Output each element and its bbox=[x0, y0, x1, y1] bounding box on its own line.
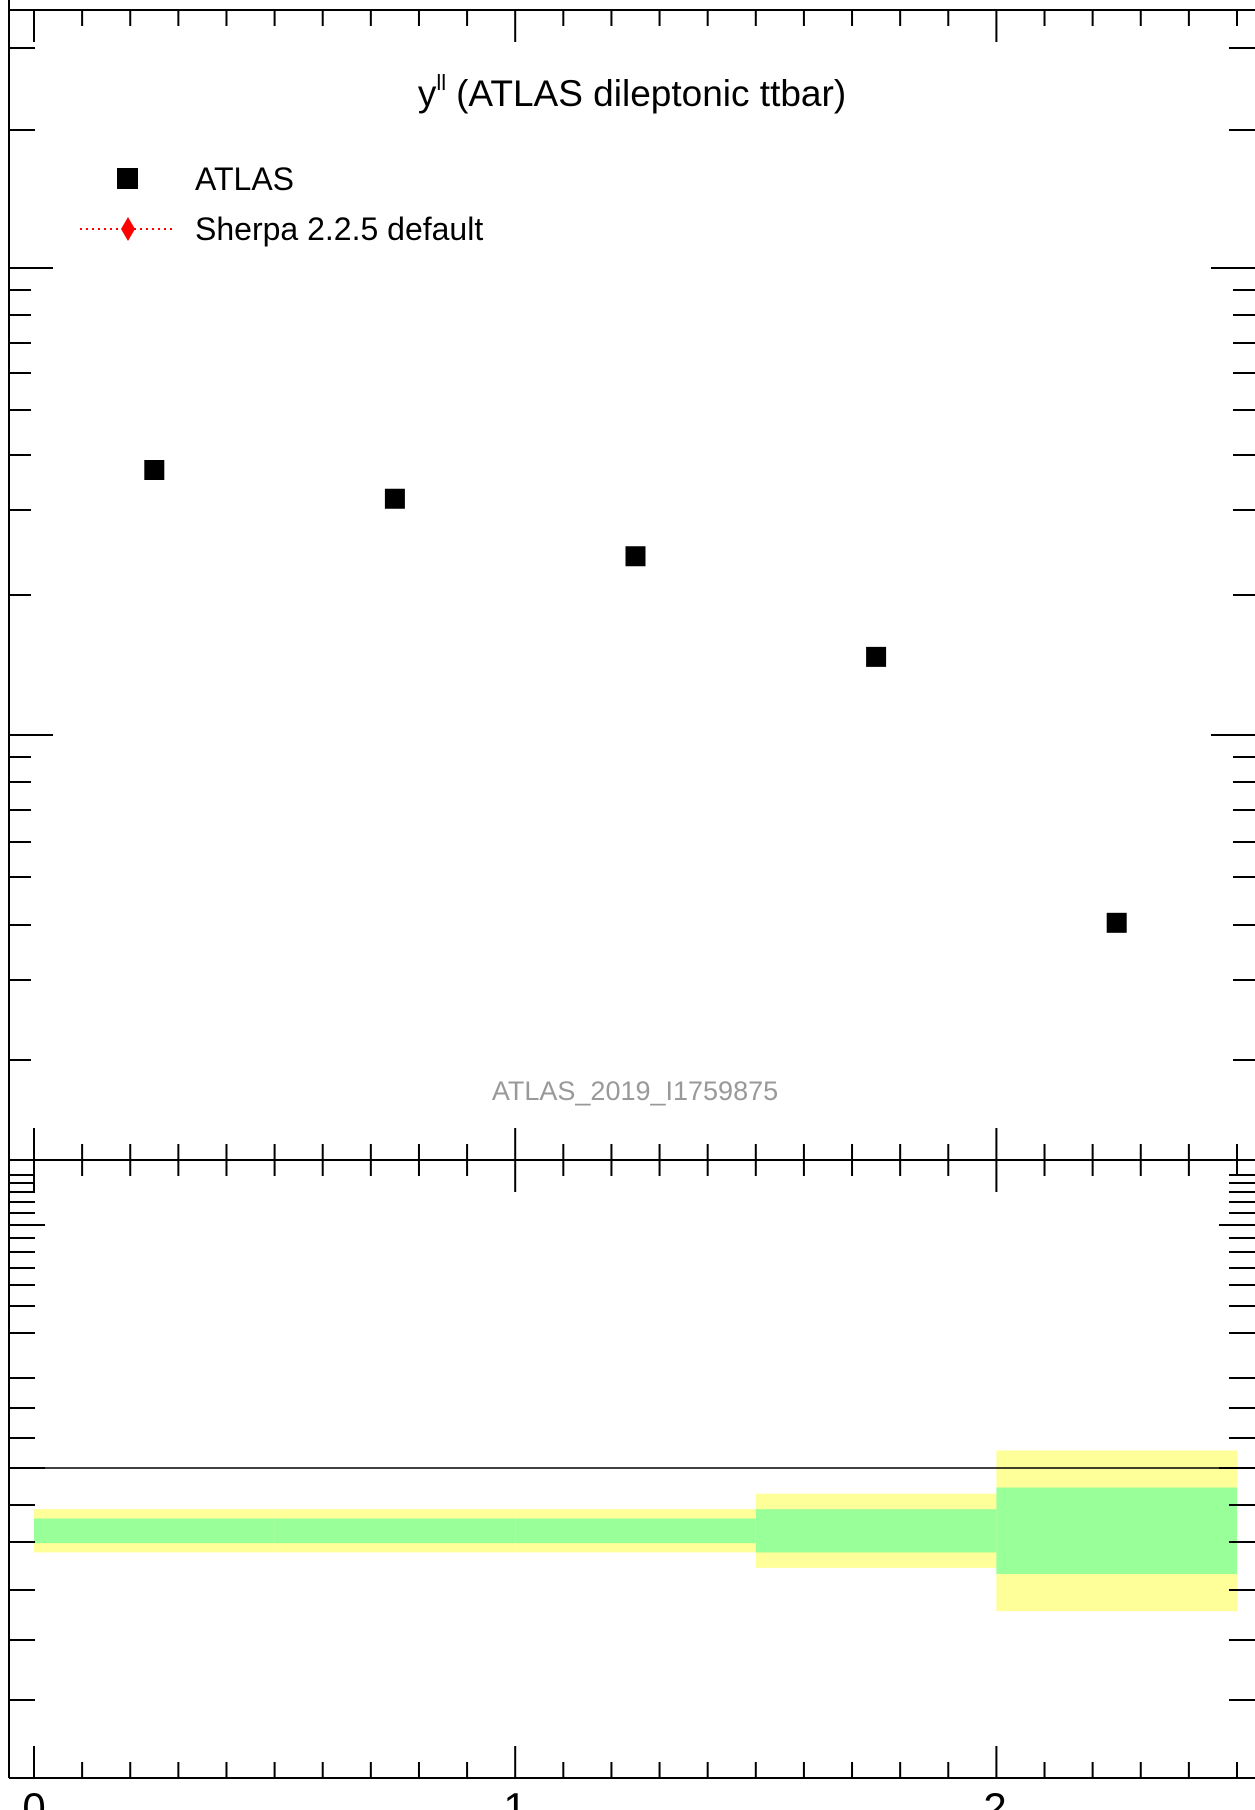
y-axis-ticks bbox=[9, 47, 1255, 1701]
chart-title-superscript: ll bbox=[436, 70, 446, 95]
data-point-0 bbox=[144, 460, 165, 480]
chart-title: yll (ATLAS dileptonic ttbar) bbox=[418, 70, 846, 114]
ratio-inner-band-0 bbox=[34, 1518, 275, 1544]
data-point-4 bbox=[1106, 912, 1127, 933]
x-tick-label-0: 0 bbox=[22, 1784, 45, 1810]
chart-title-rest: (ATLAS dileptonic ttbar) bbox=[456, 73, 846, 114]
ratio-inner-band-3 bbox=[755, 1509, 997, 1553]
data-point-1 bbox=[384, 488, 405, 509]
legend-atlas-label: ATLAS bbox=[195, 161, 294, 197]
ratio-inner-band-1 bbox=[274, 1518, 516, 1544]
data-point-3 bbox=[866, 646, 887, 667]
chart-title-base: y bbox=[418, 73, 437, 114]
ratio-inner-band-2 bbox=[515, 1518, 756, 1544]
analysis-label: ATLAS_2019_I1759875 bbox=[492, 1076, 778, 1106]
ratio-inner-band-4 bbox=[996, 1487, 1237, 1575]
x-axis-ticks bbox=[33, 10, 1238, 1778]
atlas-data-points bbox=[144, 460, 1127, 933]
legend-sherpa-marker bbox=[121, 217, 135, 241]
ratio-bands bbox=[34, 1450, 1237, 1612]
data-point-2 bbox=[625, 546, 646, 567]
legend-sherpa-label: Sherpa 2.2.5 default bbox=[195, 211, 483, 247]
legend-atlas-marker bbox=[117, 168, 138, 189]
x-tick-label-1: 1 bbox=[503, 1784, 526, 1810]
x-tick-label-2: 2 bbox=[983, 1784, 1006, 1810]
legend: ATLAS Sherpa 2.2.5 default bbox=[80, 161, 483, 247]
